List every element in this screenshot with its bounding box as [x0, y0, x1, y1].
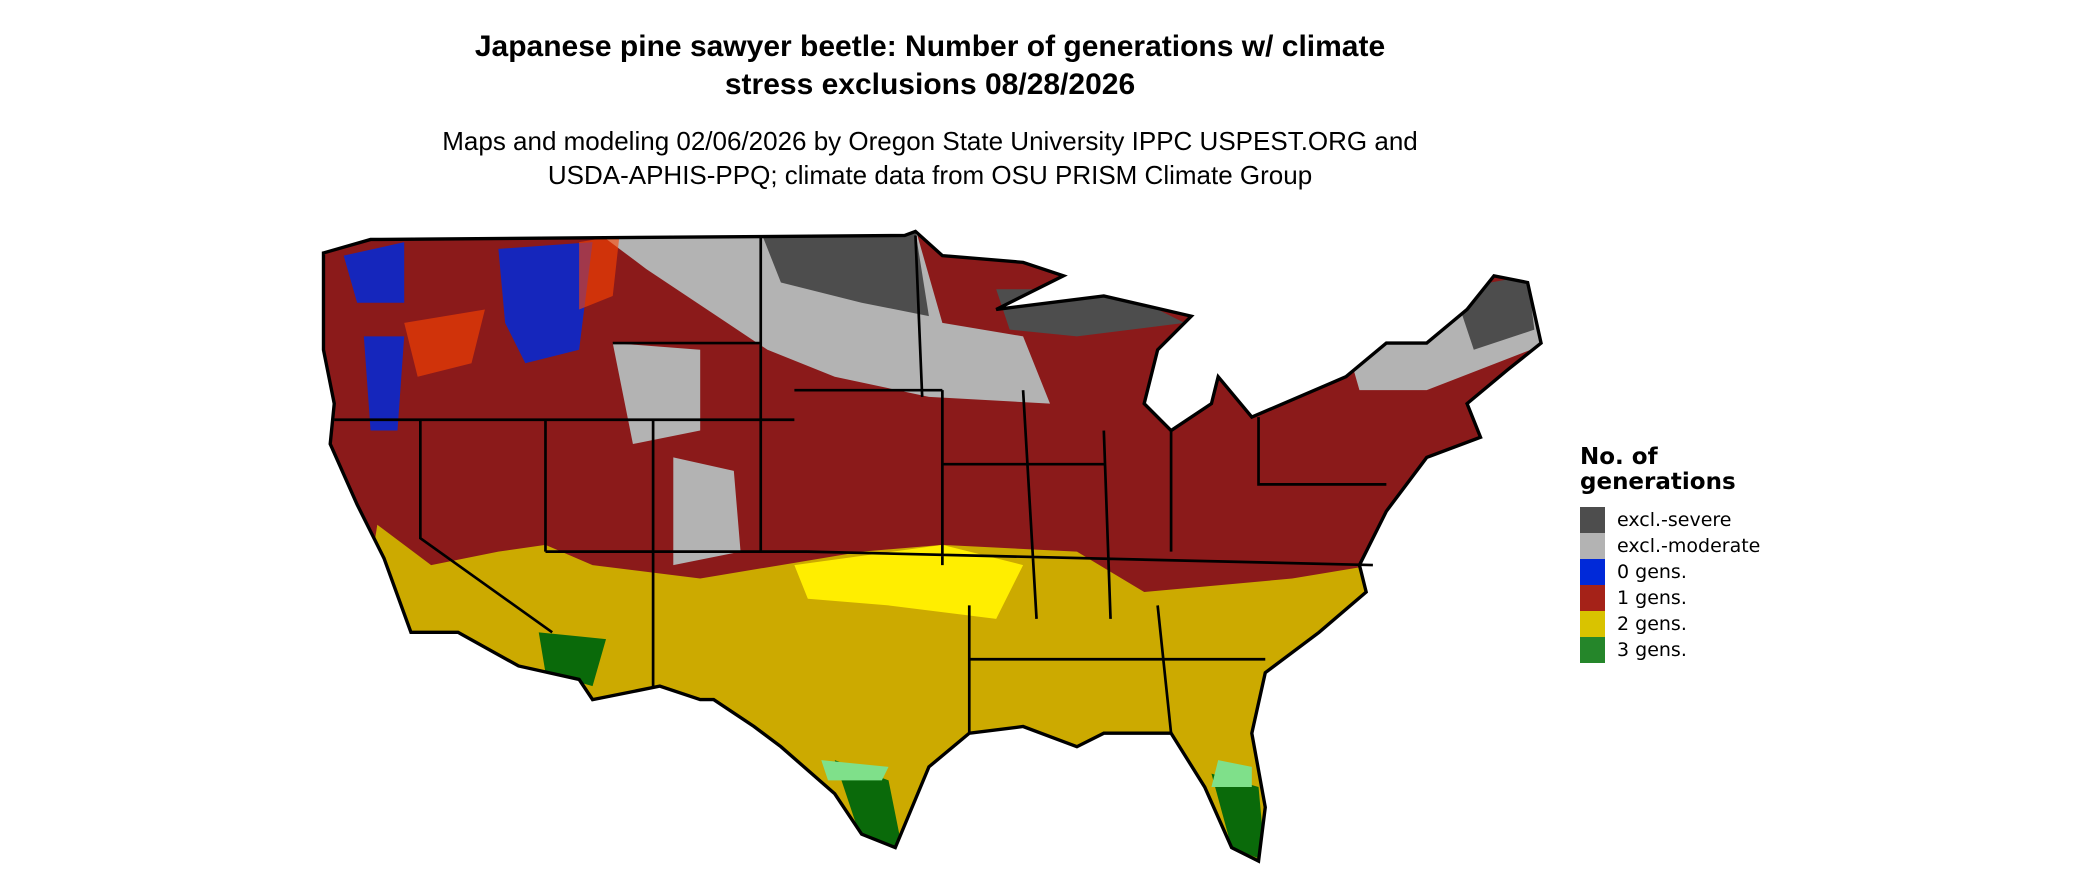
legend-swatch	[1580, 559, 1605, 585]
region-excl-moderate	[592, 231, 1050, 404]
map-title: Japanese pine sawyer beetle: Number of g…	[0, 28, 1860, 104]
region-orange-patches	[404, 235, 620, 377]
map-title-line1: Japanese pine sawyer beetle: Number of g…	[474, 30, 1386, 63]
legend-item: 1 gens.	[1580, 585, 1780, 611]
map-subtitle-line2: USDA-APHIS-PPQ; climate data from OSU PR…	[547, 160, 1313, 190]
legend-swatch	[1580, 533, 1605, 559]
legend-label: 2 gens.	[1617, 613, 1687, 635]
legend-item: 2 gens.	[1580, 611, 1780, 637]
state-borders	[334, 235, 1387, 734]
legend: No. of generations excl.-severe excl.-mod…	[1580, 445, 1780, 663]
legend-swatch	[1580, 507, 1605, 533]
legend-item: excl.-severe	[1580, 507, 1780, 533]
region-2-gen-bright	[794, 544, 1024, 619]
legend-item: 3 gens.	[1580, 637, 1780, 663]
map-subtitle-line1: Maps and modeling 02/06/2026 by Oregon S…	[442, 126, 1418, 156]
legend-title: No. of generations	[1580, 444, 1736, 495]
legend-swatch	[1580, 585, 1605, 611]
region-excl-severe	[760, 231, 1535, 350]
legend-label: 3 gens.	[1617, 639, 1687, 661]
region-0-gen	[343, 242, 593, 431]
legend-label: excl.-severe	[1617, 509, 1732, 531]
legend-label: excl.-moderate	[1617, 535, 1761, 557]
region-excl-moderate-2	[612, 269, 1542, 566]
legend-swatch	[1580, 611, 1605, 637]
legend-item: excl.-moderate	[1580, 533, 1780, 559]
legend-swatch	[1580, 637, 1605, 663]
legend-item: 0 gens.	[1580, 559, 1780, 585]
map-subtitle: Maps and modeling 02/06/2026 by Oregon S…	[0, 124, 1860, 192]
legend-label: 0 gens.	[1617, 561, 1687, 583]
map-title-line2: stress exclusions 08/28/2026	[724, 68, 1136, 101]
legend-label: 1 gens.	[1617, 587, 1687, 609]
